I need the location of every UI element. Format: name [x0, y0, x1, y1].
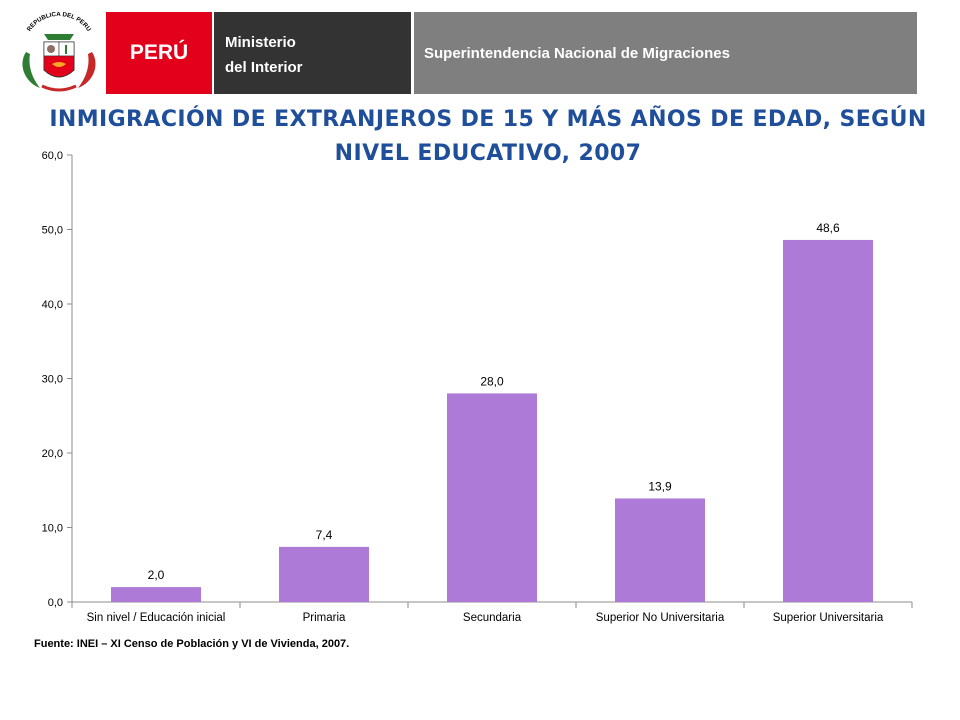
- ministry-line1: Ministerio: [225, 34, 296, 51]
- x-tick-label: Secundaria: [463, 612, 522, 624]
- y-tick-label: 40,0: [42, 299, 63, 311]
- bar: [783, 239, 873, 602]
- coat-of-arms-icon: REPUBLICA DEL PERU: [22, 12, 96, 92]
- x-tick-label: Superior Universitaria: [773, 612, 884, 624]
- data-label: 7,4: [316, 528, 333, 542]
- data-label: 28,0: [480, 374, 504, 388]
- data-label: 2,0: [148, 568, 165, 582]
- peru-label: PERÚ: [106, 12, 212, 94]
- ministry-label: Ministerio del Interior: [214, 12, 411, 94]
- y-tick-label: 20,0: [42, 448, 63, 460]
- y-tick-label: 0,0: [48, 597, 63, 609]
- x-tick-label: Sin nivel / Educación inicial: [87, 612, 226, 624]
- source-note: Fuente: INEI – XI Censo de Población y V…: [34, 638, 350, 650]
- header-banner: REPUBLICA DEL PERU PERÚ Ministerio del I…: [0, 10, 960, 94]
- chart-title: INMIGRACIÓN DE EXTRANJEROS DE 15 Y MÁS A…: [49, 107, 927, 166]
- bar: [111, 587, 201, 602]
- x-tick-label: Superior No Universitaria: [596, 612, 725, 624]
- x-tick-label: Primaria: [303, 612, 346, 624]
- y-tick-label: 60,0: [42, 150, 63, 162]
- data-label: 13,9: [648, 479, 672, 493]
- bar: [279, 546, 369, 602]
- data-label: 48,6: [816, 221, 840, 235]
- bar: [615, 498, 705, 602]
- bar: [447, 393, 537, 602]
- y-tick-label: 10,0: [42, 523, 63, 535]
- y-tick-label: 50,0: [42, 225, 63, 237]
- agency-label: Superintendencia Nacional de Migraciones: [414, 12, 917, 94]
- y-tick-label: 30,0: [42, 374, 63, 386]
- ministry-line2: del Interior: [225, 59, 303, 76]
